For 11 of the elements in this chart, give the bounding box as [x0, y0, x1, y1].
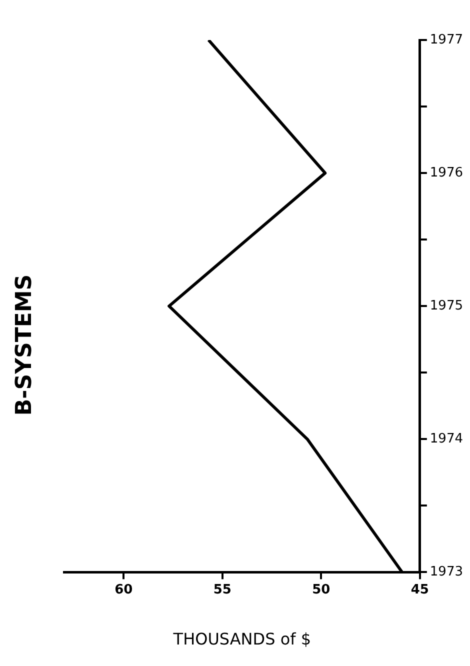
y-tick-label: 1976: [430, 165, 464, 180]
x-tick-label: 55: [213, 582, 232, 598]
x-tick-label: 50: [312, 582, 330, 598]
y-tick-label: 1975: [430, 298, 464, 314]
y-tick-label: 1973: [430, 564, 464, 580]
x-tick-label: 60: [114, 582, 133, 598]
y-tick-label: 1974: [430, 432, 464, 447]
x-tick-label: 45: [410, 582, 429, 598]
y-tick-label: 1977: [430, 32, 464, 48]
text: B-SYSTEMS: [12, 274, 37, 416]
x-axis-title: THOUSANDS of $: [172, 630, 312, 649]
